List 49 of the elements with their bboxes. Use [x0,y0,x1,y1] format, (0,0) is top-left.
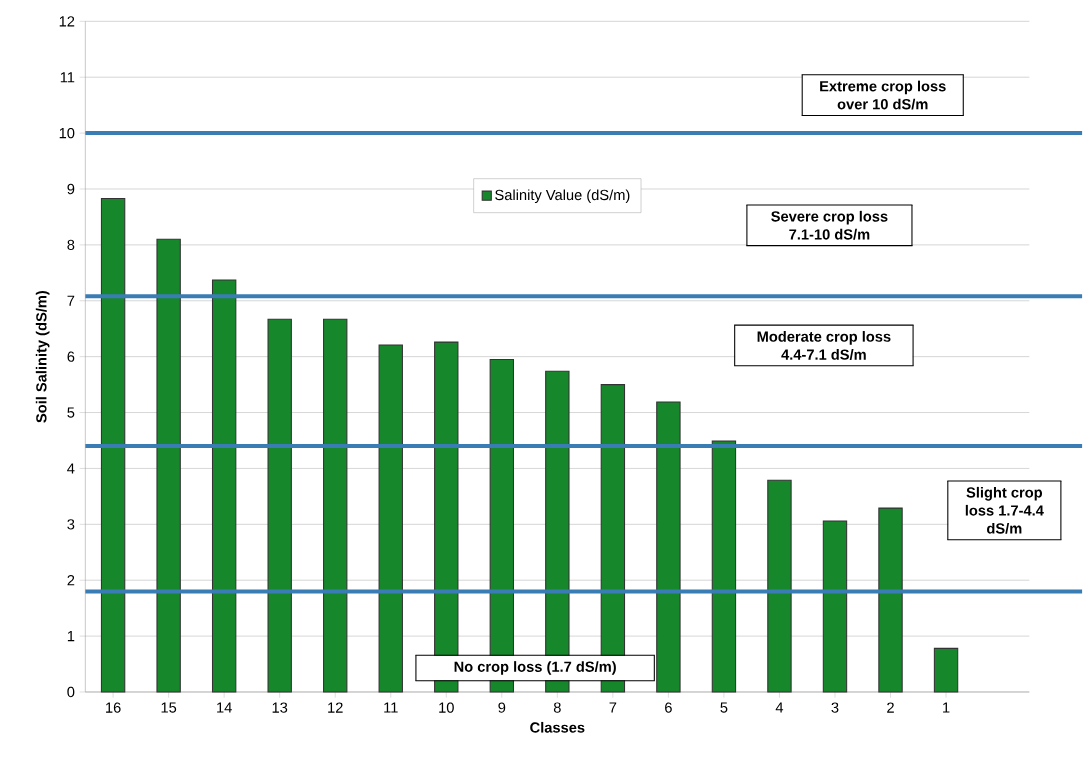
y-tick-label: 4 [67,463,75,474]
annotation: Slight crop loss 1.7-4.4 dS/m [965,487,1044,534]
y-tick-label: 2 [67,575,75,586]
annotation: Severe crop loss 7.1-10 dS/m [771,211,888,240]
x-tick-label: 9 [498,702,506,713]
bar [656,401,681,693]
y-tick-label: 12 [59,16,75,27]
bar [378,344,403,693]
x-tick-label: 12 [328,702,343,713]
bar [156,238,181,693]
bar [933,648,959,693]
y-tick-label: 6 [67,351,75,363]
bar [100,198,126,693]
bar [878,507,903,693]
annotation: Extreme crop loss over 10 dS/m [820,80,946,110]
x-tick-label: 2 [887,702,894,713]
bar [323,318,348,693]
y-tick-label: 8 [67,239,75,251]
x-tick-label: 10 [439,702,454,713]
x-tick-label: 15 [161,702,177,713]
x-tick-label: 1 [943,702,950,713]
annotation: No crop loss (1.7 dS/m) [454,661,616,675]
y-tick-label: 9 [67,183,75,195]
x-tick-label: 5 [720,702,728,713]
bar [822,520,848,693]
bar [767,479,792,693]
bar [267,318,292,693]
y-tick-label: 3 [67,519,75,530]
bar [711,440,737,693]
y-tick-label: 10 [59,128,75,139]
bar [211,279,237,693]
annotation: Moderate crop loss 4.4-7.1 dS/m [757,331,891,361]
x-tick-label: 11 [384,702,398,713]
y-tick-label: 5 [67,407,75,418]
legend-label: Salinity Value (dS/m) [495,189,630,204]
x-tick-label: 16 [106,702,121,713]
y-tick-label: 7 [67,295,75,306]
x-tick-label: 4 [775,702,784,713]
y-axis-title: Soil Salinity (dS/m) [35,291,50,423]
x-axis-title: Classes [530,722,585,733]
x-tick-label: 6 [665,702,672,713]
x-tick-label: 8 [553,702,561,713]
y-tick-label: 11 [60,72,75,83]
x-tick-label: 7 [609,702,617,713]
x-tick-label: 14 [217,702,232,713]
x-tick-label: 3 [831,702,839,713]
y-tick-label: 1 [67,631,75,642]
y-tick-label: 0 [67,686,75,698]
x-tick-label: 13 [272,702,288,713]
